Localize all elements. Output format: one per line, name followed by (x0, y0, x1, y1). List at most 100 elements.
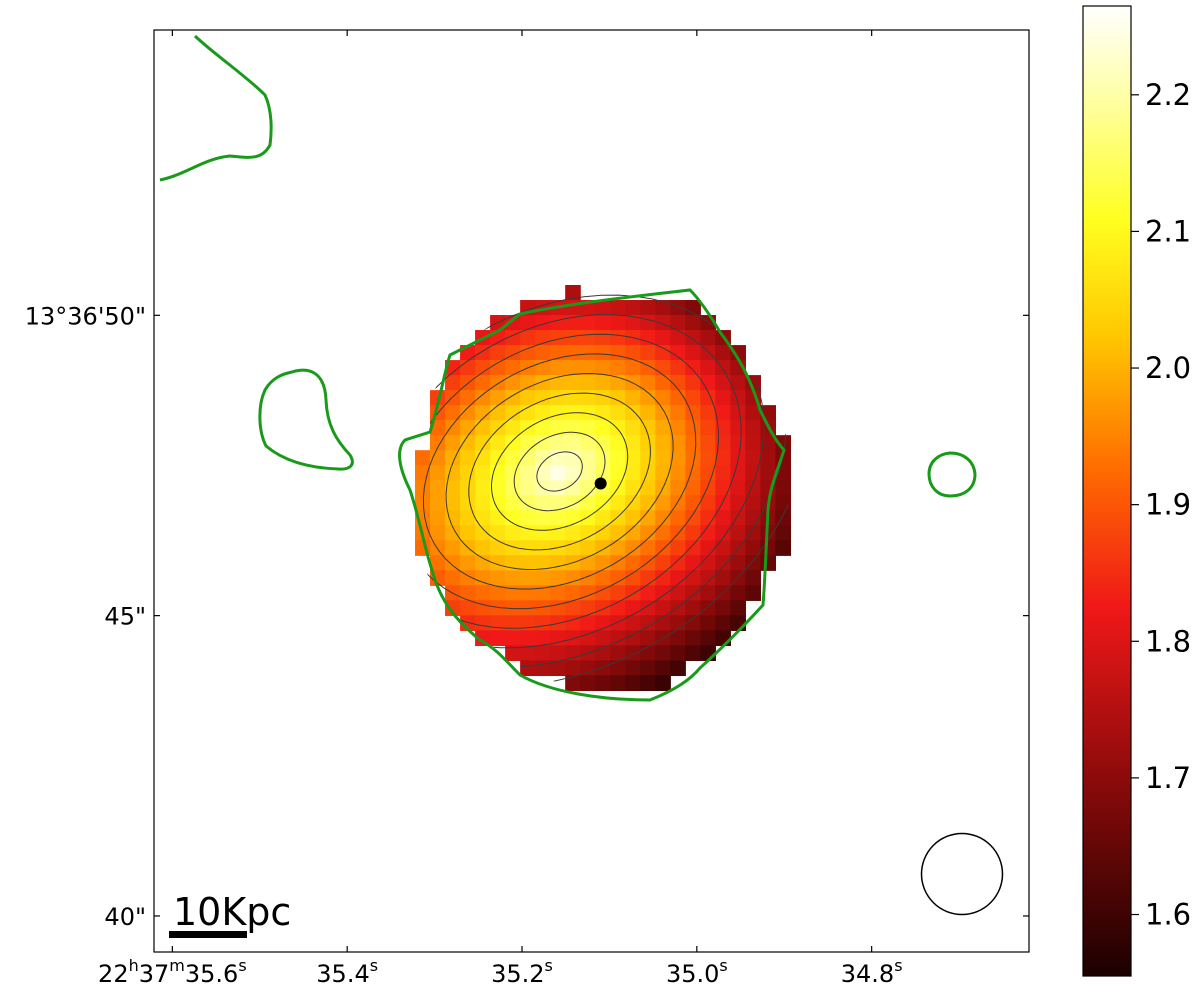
heatmap-pixel (715, 405, 731, 421)
heatmap-pixel (565, 675, 581, 692)
heatmap-pixel (550, 420, 566, 436)
heatmap-pixel (580, 675, 596, 692)
heatmap-pixel (520, 570, 536, 586)
heatmap-pixel (565, 450, 581, 466)
heatmap-pixel (700, 450, 716, 466)
heatmap-pixel (475, 600, 491, 616)
heatmap-pixel (550, 435, 566, 451)
heatmap-pixel (505, 375, 521, 391)
heatmap-pixel (565, 540, 581, 556)
heatmap-pixel (550, 555, 566, 571)
heatmap-pixel (610, 525, 626, 541)
heatmap-pixel (670, 570, 686, 586)
scale-bar: 10Kpc (169, 890, 291, 938)
heatmap-pixel (580, 510, 596, 526)
heatmap-pixel (670, 645, 686, 662)
heatmap-pixel (595, 390, 611, 406)
heatmap-pixel (535, 465, 551, 481)
heatmap-pixel (640, 675, 656, 692)
heatmap-pixel (565, 480, 581, 496)
heatmap-pixel (745, 435, 761, 451)
heatmap-pixel (625, 615, 641, 631)
heatmap-pixel (490, 345, 506, 361)
heatmap-pixel (460, 525, 476, 541)
heatmap-pixel (685, 465, 701, 481)
heatmap-pixel (715, 480, 731, 496)
heatmap-pixel (565, 510, 581, 526)
heatmap-pixel (505, 570, 521, 586)
heatmap-pixel (700, 495, 716, 511)
heatmap-pixel (595, 360, 611, 376)
heatmap-pixel (715, 510, 731, 526)
heatmap-pixel (460, 450, 476, 466)
heatmap-pixel (505, 525, 521, 541)
heatmap-pixel (490, 525, 506, 541)
heatmap-pixel (445, 510, 461, 526)
heatmap-pixel (520, 495, 536, 511)
heatmap-pixel (625, 675, 641, 692)
heatmap-pixel (655, 675, 671, 692)
heatmap-pixel (490, 360, 506, 376)
heatmap-pixel (430, 540, 446, 556)
heatmap-pixel (595, 495, 611, 511)
contour-line (536, 451, 583, 492)
heatmap-pixel (610, 435, 626, 451)
heatmap-pixel (670, 300, 686, 316)
heatmap-pixel (670, 330, 686, 346)
heatmap-pixel (730, 600, 746, 616)
heatmap-pixel (460, 420, 476, 436)
heatmap-pixel (430, 495, 446, 511)
heatmap-pixel (595, 315, 611, 331)
heatmap-pixel (625, 555, 641, 571)
heatmap-pixel (655, 435, 671, 451)
heatmap-pixel (535, 435, 551, 451)
heatmap-pixel (685, 525, 701, 541)
heatmap-pixel (640, 405, 656, 421)
heatmap-pixel (670, 345, 686, 361)
colorbar-tick-label: 2.0 (1145, 351, 1191, 385)
heatmap-pixel (565, 315, 581, 331)
heatmap-pixel (670, 615, 686, 631)
heatmap-pixel (685, 510, 701, 526)
heatmap-pixel (535, 450, 551, 466)
colorbar-tick-label: 2.2 (1145, 78, 1191, 112)
heatmap-pixel (640, 495, 656, 511)
y-tick-label: 40" (104, 903, 146, 931)
heatmap-pixel (550, 405, 566, 421)
heatmap-pixel (535, 540, 551, 556)
heatmap-pixel (625, 540, 641, 556)
heatmap-pixel (700, 345, 716, 361)
heatmap-pixel (520, 435, 536, 451)
colorbar-tick-label: 1.6 (1145, 898, 1191, 932)
contour-line (415, 292, 788, 688)
heatmap-pixel (475, 495, 491, 511)
heatmap-pixel (520, 630, 536, 646)
heatmap-pixel (670, 660, 686, 677)
heatmap-pixel (655, 540, 671, 556)
heatmap-pixel (655, 525, 671, 541)
heatmap-pixel (670, 420, 686, 436)
heatmap-pixel (610, 450, 626, 466)
heatmap-pixel (595, 330, 611, 346)
heatmap-pixel (715, 375, 731, 391)
heatmap-pixel (595, 345, 611, 361)
heatmap-pixel (745, 570, 761, 586)
heatmap-pixel (715, 555, 731, 571)
heatmap-pixel (580, 345, 596, 361)
heatmap-pixel (640, 465, 656, 481)
contour-line (422, 353, 697, 590)
heatmap-pixel (445, 570, 461, 586)
heatmap-pixel (670, 405, 686, 421)
heatmap-pixel (490, 555, 506, 571)
heatmap-pixel (625, 420, 641, 436)
heatmap-pixel (505, 390, 521, 406)
heatmap-pixel (445, 465, 461, 481)
heatmap-pixel (445, 540, 461, 556)
heatmap-pixel (550, 510, 566, 526)
heatmap-pixel (640, 525, 656, 541)
heatmap-pixel (550, 600, 566, 616)
heatmap-pixel (610, 585, 626, 601)
heatmap-pixel (460, 555, 476, 571)
heatmap-pixel (745, 495, 761, 511)
x-tick-label: 35.4s (316, 956, 378, 988)
